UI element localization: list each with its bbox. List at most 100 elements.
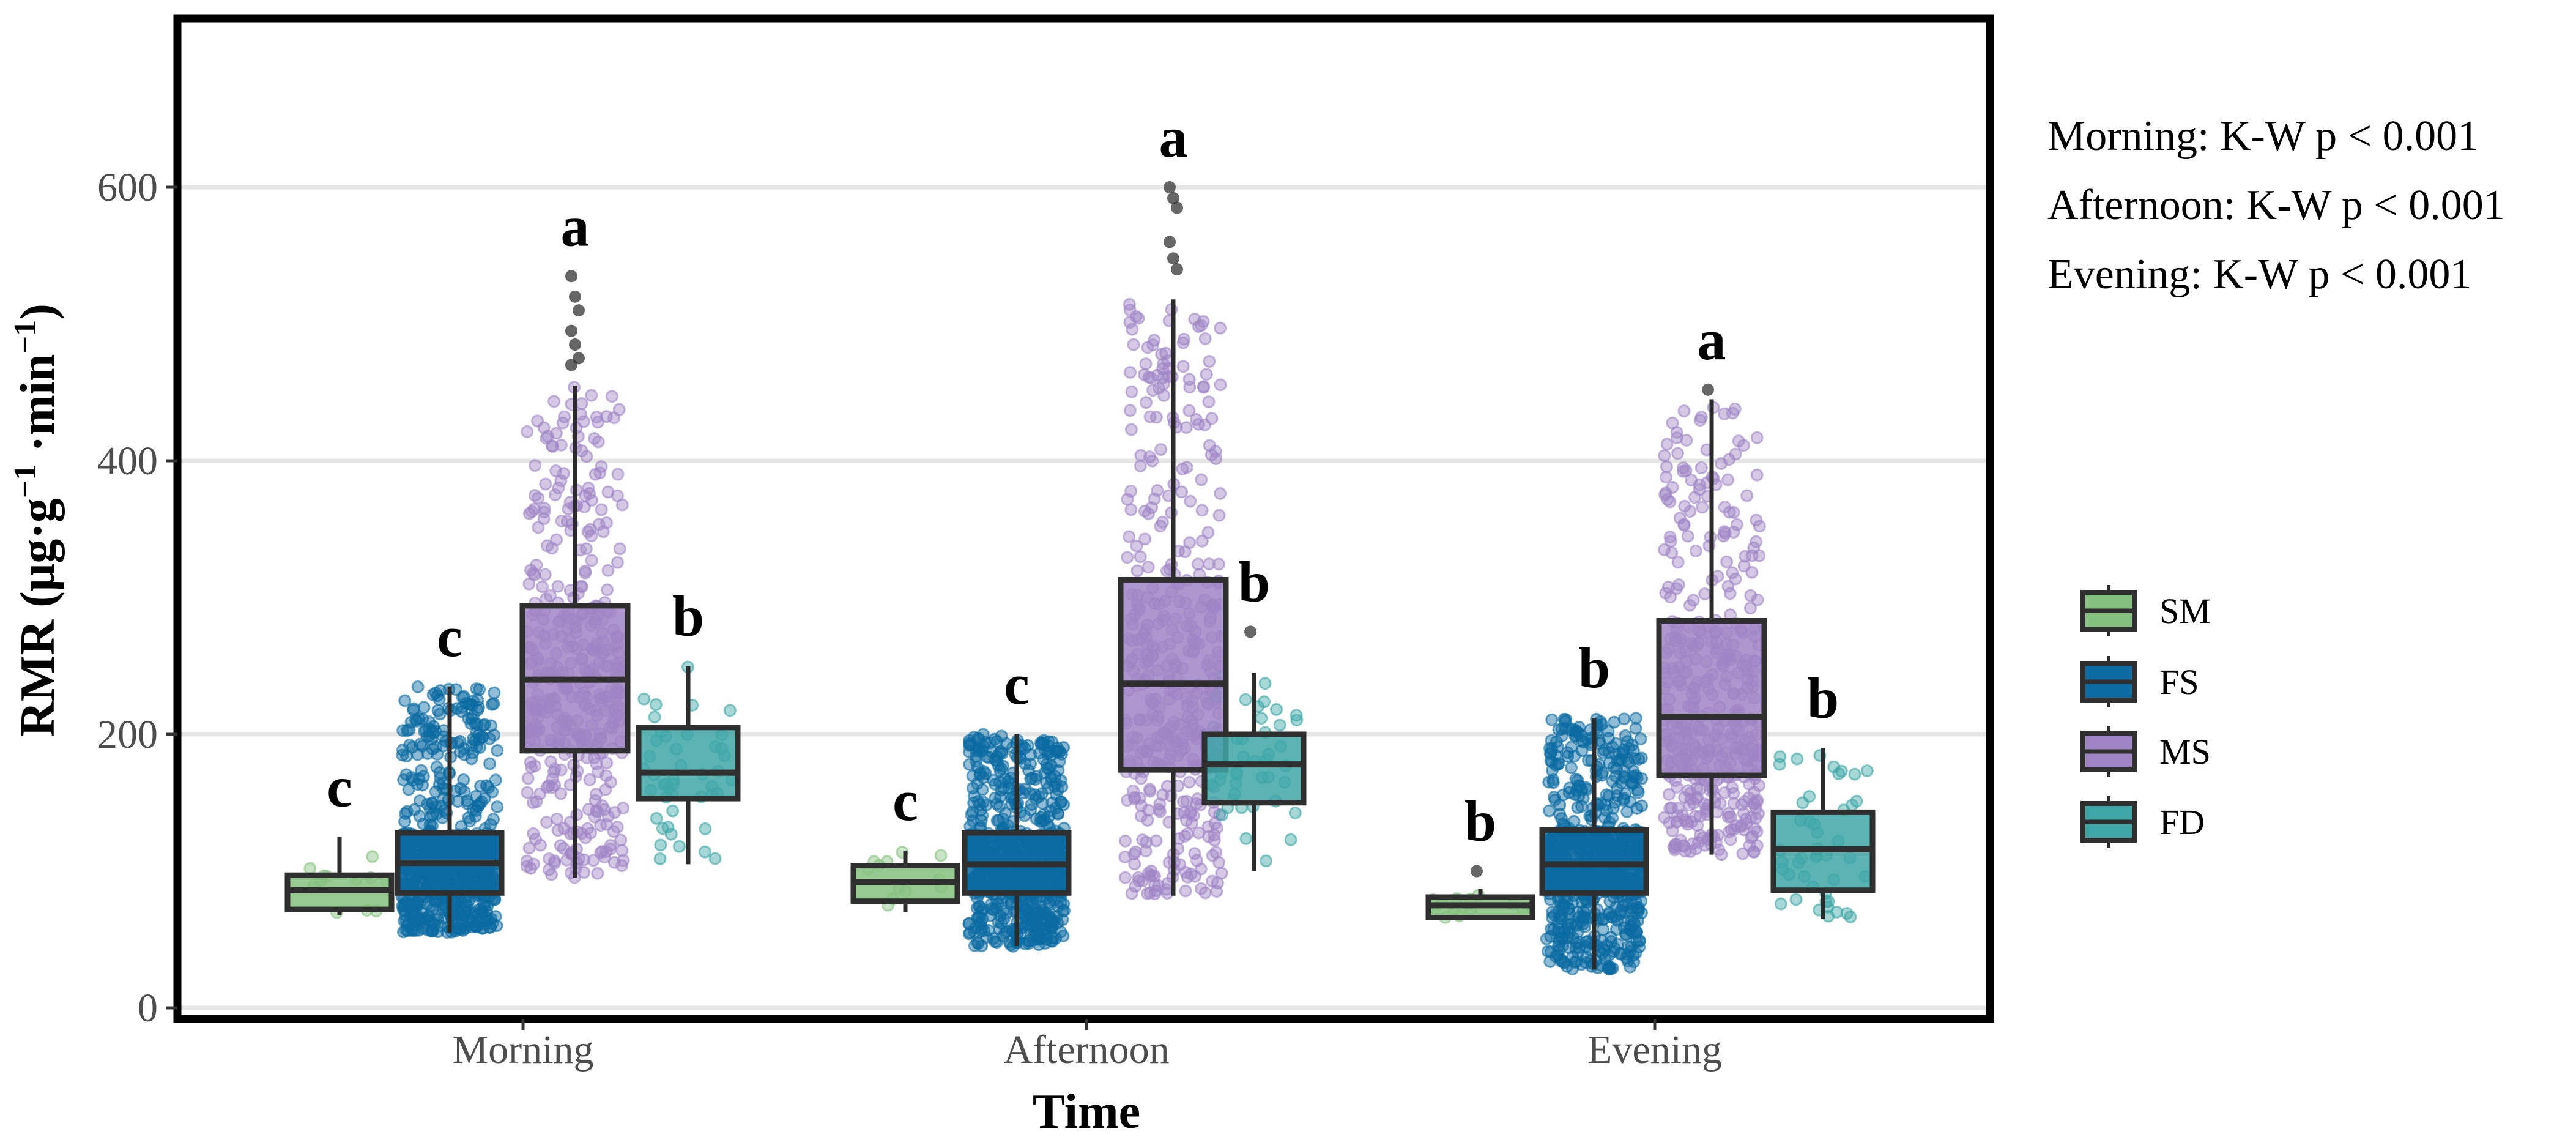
sig-letter-fs-morning: c <box>437 605 462 669</box>
jitter-point <box>475 907 488 920</box>
jitter-point <box>1022 934 1036 948</box>
jitter-point <box>1609 748 1622 761</box>
jitter-point <box>555 514 568 527</box>
jitter-point <box>470 919 484 933</box>
jitter-point <box>1179 884 1192 898</box>
jitter-point <box>524 862 538 875</box>
jitter-point <box>1028 773 1042 786</box>
legend-label-fd: FD <box>2159 802 2205 842</box>
jitter-point <box>1177 332 1190 346</box>
jitter-point <box>1693 483 1706 496</box>
jitter-point <box>1037 807 1051 821</box>
jitter-point <box>540 592 553 606</box>
jitter-point <box>1685 815 1698 829</box>
jitter-point <box>477 718 490 732</box>
jitter-point <box>1146 338 1160 352</box>
jitter-point <box>545 542 559 555</box>
box-rect-fd-morning <box>636 725 741 802</box>
jitter-point <box>596 844 609 858</box>
jitter-point <box>454 923 467 936</box>
jitter-point <box>1567 814 1581 828</box>
jitter-point <box>398 904 412 917</box>
jitter-point <box>1630 802 1644 815</box>
kw-annotation-afternoon: Afternoon: K-W p < 0.001 <box>2047 182 2505 229</box>
jitter-point <box>1288 806 1302 819</box>
jitter-point <box>654 838 667 852</box>
jitter-point <box>488 686 501 699</box>
jitter-point <box>601 485 615 499</box>
jitter-point <box>653 852 667 866</box>
jitter-point <box>1827 760 1841 773</box>
jitter-point <box>1678 499 1691 513</box>
jitter-point <box>979 736 992 749</box>
jitter-point <box>1124 423 1138 436</box>
jitter-point <box>1023 786 1037 800</box>
outlier-point <box>573 304 585 317</box>
jitter-point <box>532 521 545 534</box>
legend-item-sm: SM <box>2080 585 2211 636</box>
jitter-point <box>574 580 588 593</box>
jitter-point <box>454 782 467 796</box>
jitter-point <box>547 395 561 408</box>
jitter-point <box>1290 713 1304 726</box>
legend-item-ms: MS <box>2080 726 2211 777</box>
jitter-point <box>601 583 614 597</box>
jitter-point <box>1689 544 1702 557</box>
jitter-point <box>1860 764 1874 778</box>
jitter-point <box>1579 781 1593 794</box>
jitter-point <box>303 862 317 875</box>
jitter-point <box>1722 825 1735 838</box>
jitter-point <box>545 439 559 452</box>
jitter-point <box>485 698 499 711</box>
y-axis-ticks: 0 200 400 600 <box>97 165 177 1031</box>
jitter-point <box>1132 311 1145 325</box>
jitter-point <box>661 821 675 834</box>
jitter-point <box>415 764 428 777</box>
jitter-point <box>1711 570 1724 583</box>
jitter-point <box>554 839 567 852</box>
jitter-point <box>1662 788 1676 801</box>
jitter-point <box>1206 849 1219 862</box>
jitter-point <box>1744 589 1758 602</box>
jitter-point <box>591 416 604 429</box>
jitter-point <box>1273 718 1286 732</box>
jitter-point <box>1212 509 1226 522</box>
jitter-point <box>544 755 558 769</box>
jitter-point <box>413 810 426 823</box>
box-sm-morning <box>284 837 395 915</box>
jitter-point <box>1031 926 1045 939</box>
legend-item-fd: FD <box>2080 796 2205 848</box>
jitter-point <box>1671 447 1685 460</box>
jitter-point <box>1625 901 1638 915</box>
jitter-point <box>1595 769 1609 782</box>
jitter-point <box>426 742 439 756</box>
jitter-point <box>1024 748 1037 761</box>
jitter-point <box>1627 949 1640 962</box>
jitter-point <box>1195 534 1209 548</box>
jitter-point <box>1052 745 1066 758</box>
jitter-point <box>672 840 686 853</box>
jitter-point <box>963 745 976 759</box>
jitter-point <box>1130 564 1144 578</box>
jitter-point <box>1134 459 1147 472</box>
jitter-point <box>1148 879 1162 892</box>
kw-annotation-evening: Evening: K-W p < 0.001 <box>2047 251 2471 298</box>
jitter-point <box>1154 443 1168 457</box>
jitter-point <box>416 778 429 792</box>
jitter-point <box>1606 961 1619 975</box>
jitter-point <box>449 683 462 696</box>
outlier-point <box>1164 236 1176 248</box>
jitter-point <box>1139 357 1153 371</box>
jitter-point <box>1209 445 1222 458</box>
jitter-point <box>1848 767 1861 781</box>
jitter-point <box>1546 773 1560 786</box>
jitter-point <box>1119 834 1132 848</box>
jitter-point <box>534 838 547 852</box>
jitter-point <box>471 800 484 813</box>
jitter-point <box>1687 594 1700 607</box>
jitter-point <box>530 795 543 808</box>
jitter-point <box>528 489 541 502</box>
jitter-point <box>402 783 415 796</box>
jitter-point <box>1000 737 1013 750</box>
jitter-point <box>1127 338 1140 351</box>
